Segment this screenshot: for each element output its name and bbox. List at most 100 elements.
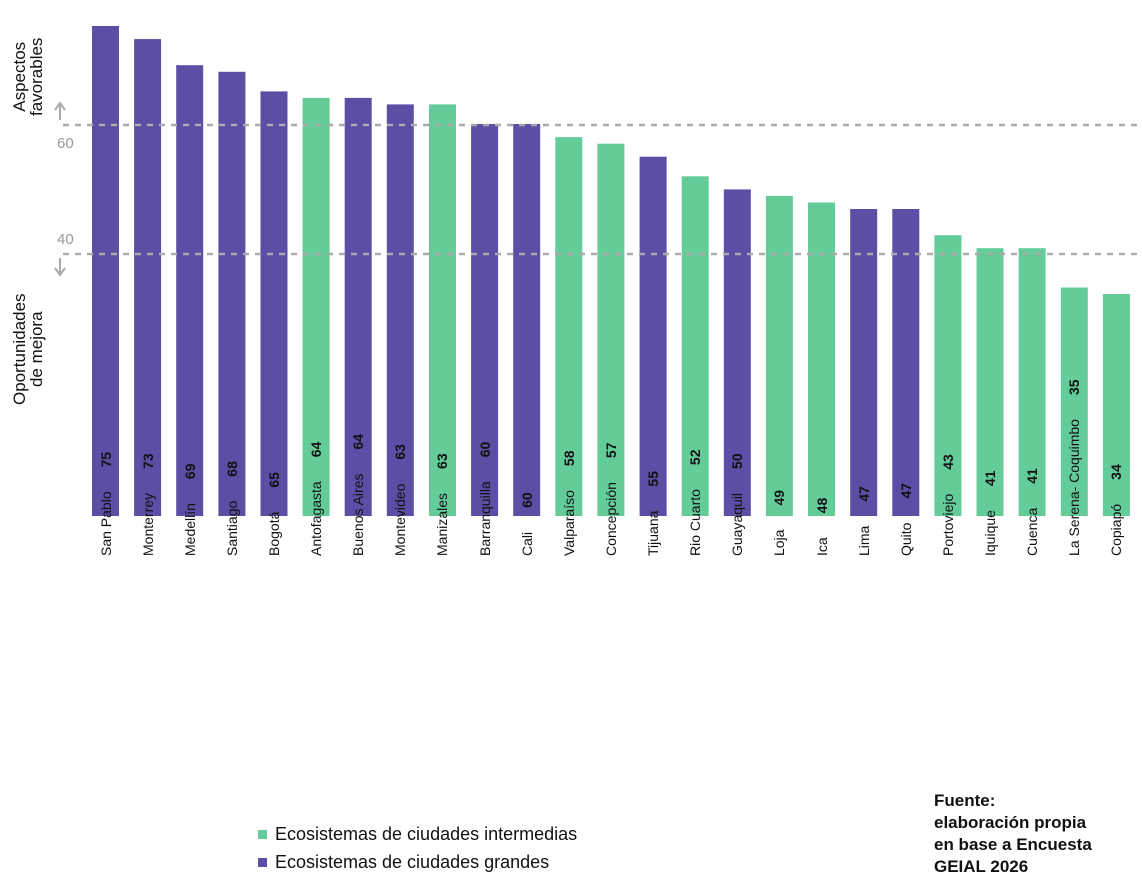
bar-tijuana bbox=[639, 156, 667, 516]
bottom-axis-label: Oportunidades de mejora bbox=[10, 293, 46, 405]
category-label: Cali 60 bbox=[518, 492, 536, 556]
category-name: Iquique bbox=[982, 510, 999, 556]
category-name: La Serena- Coquimbo bbox=[1066, 419, 1083, 556]
category-label: Antofagasta 64 bbox=[307, 442, 325, 556]
legend-label-intermediate: Ecosistemas de ciudades intermedias bbox=[275, 824, 578, 844]
source-line4: GEIAL 2026 bbox=[934, 857, 1029, 876]
category-name: Ica bbox=[813, 537, 830, 556]
data-label: 63 bbox=[392, 444, 409, 460]
reference-value-40: 40 bbox=[57, 231, 74, 248]
bar-la-serena-coquimbo bbox=[1060, 287, 1088, 516]
category-name: Buenos Aires bbox=[350, 473, 367, 557]
bar-copiapó bbox=[1102, 294, 1130, 516]
data-label: 57 bbox=[602, 442, 619, 459]
source-note: Fuente: elaboración propia en base a Enc… bbox=[934, 790, 1092, 878]
bottom-label-line1: Oportunidades bbox=[10, 293, 29, 405]
bar-portoviejo bbox=[934, 235, 962, 516]
category-label: Tijuana 55 bbox=[644, 471, 662, 556]
bar-monterrey bbox=[134, 39, 162, 516]
category-name: Antofagasta bbox=[308, 481, 325, 556]
bar-lima bbox=[850, 209, 878, 516]
category-label: Valparaíso 58 bbox=[560, 451, 578, 556]
category-label: San Pablo 75 bbox=[97, 452, 115, 556]
legend: Ecosistemas de ciudades intermedias Ecos… bbox=[258, 820, 577, 876]
category-label: Guayaquil 50 bbox=[728, 453, 746, 556]
category-label: Loja 49 bbox=[770, 490, 788, 556]
bar-guayaquil bbox=[723, 189, 751, 516]
category-name: Loja bbox=[771, 529, 788, 556]
bar-loja bbox=[765, 196, 793, 516]
category-label: Copiapó 34 bbox=[1107, 464, 1125, 556]
data-label: 47 bbox=[897, 482, 914, 499]
category-label: Medellín 69 bbox=[181, 464, 199, 557]
data-label: 69 bbox=[181, 463, 198, 480]
category-label: Buenos Aires 64 bbox=[349, 434, 367, 556]
category-label: La Serena- Coquimbo 35 bbox=[1065, 379, 1083, 556]
category-name: Monterrey bbox=[139, 492, 156, 556]
bar-manizales bbox=[429, 104, 456, 517]
category-name: Barranquilla bbox=[476, 481, 493, 556]
legend-item-intermediate: Ecosistemas de ciudades intermedias bbox=[258, 820, 577, 848]
data-label: 41 bbox=[1024, 468, 1041, 484]
category-name: Santiago bbox=[223, 500, 240, 556]
category-label: Quito 47 bbox=[897, 483, 915, 556]
category-label: Iquique 41 bbox=[981, 470, 999, 556]
legend-swatch-large bbox=[258, 857, 267, 867]
bars-group bbox=[92, 26, 1130, 517]
data-label: 73 bbox=[139, 453, 156, 469]
category-label: Lima 47 bbox=[855, 486, 873, 556]
category-name: Cali bbox=[518, 531, 535, 556]
category-label: Rio Cuarto 52 bbox=[686, 450, 704, 557]
category-name: Quito bbox=[897, 522, 914, 556]
data-label: 49 bbox=[771, 489, 788, 506]
legend-swatch-intermediate bbox=[258, 829, 267, 839]
top-label-line1: Aspectos bbox=[10, 41, 29, 112]
category-name: Portoviejo bbox=[939, 493, 956, 556]
data-label: 47 bbox=[855, 486, 872, 502]
category-name: Lima bbox=[855, 525, 872, 556]
data-label: 65 bbox=[265, 472, 282, 488]
source-line3: en base a Encuesta bbox=[934, 835, 1092, 854]
data-label: 60 bbox=[518, 492, 535, 508]
category-name: Tijuana bbox=[645, 510, 662, 556]
data-label: 43 bbox=[939, 454, 956, 470]
data-label: 48 bbox=[813, 497, 830, 514]
data-label: 75 bbox=[97, 451, 114, 468]
source-line1: Fuente: bbox=[934, 791, 996, 810]
top-label-line2: favorables bbox=[27, 37, 46, 116]
bar-santiago bbox=[218, 71, 246, 517]
bar-bogotá bbox=[260, 91, 288, 517]
bar-barranquilla bbox=[471, 124, 499, 516]
category-name: Cuenca bbox=[1024, 507, 1041, 556]
bar-antofagasta bbox=[302, 97, 330, 517]
category-name: Montevideo bbox=[392, 483, 409, 556]
data-label: 60 bbox=[476, 441, 493, 458]
bar-ica bbox=[808, 202, 835, 516]
top-axis-label: Aspectos favorables bbox=[10, 37, 46, 116]
reference-value-60: 60 bbox=[57, 135, 74, 152]
bar-concepción bbox=[597, 143, 625, 516]
data-label: 35 bbox=[1066, 379, 1083, 396]
bar-chart: 60 40 bbox=[54, 26, 1142, 517]
category-name: Medellín bbox=[181, 503, 198, 556]
category-name: Manizales bbox=[434, 492, 451, 556]
category-label: Ica 48 bbox=[813, 498, 831, 556]
bottom-label-line2: de mejora bbox=[27, 311, 46, 388]
bar-quito bbox=[892, 209, 920, 516]
legend-item-large: Ecosistemas de ciudades grandes bbox=[258, 848, 577, 876]
category-label: Cuenca 41 bbox=[1023, 468, 1041, 556]
arrow-down-icon bbox=[54, 258, 66, 277]
data-label: 58 bbox=[560, 450, 577, 467]
source-line2: elaboración propia bbox=[934, 813, 1087, 832]
data-label: 64 bbox=[308, 441, 325, 458]
bar-cuenca bbox=[1018, 248, 1046, 516]
category-name: Valparaíso bbox=[560, 490, 577, 556]
bar-rio-cuarto bbox=[681, 176, 709, 517]
category-name: Concepción bbox=[602, 482, 619, 556]
category-label: Bogotá 65 bbox=[265, 472, 283, 556]
category-label: Santiago 68 bbox=[223, 461, 241, 556]
category-name: San Pablo bbox=[97, 491, 114, 556]
category-name: Bogotá bbox=[265, 511, 282, 556]
data-label: 68 bbox=[223, 461, 240, 477]
bar-cali bbox=[513, 124, 541, 516]
